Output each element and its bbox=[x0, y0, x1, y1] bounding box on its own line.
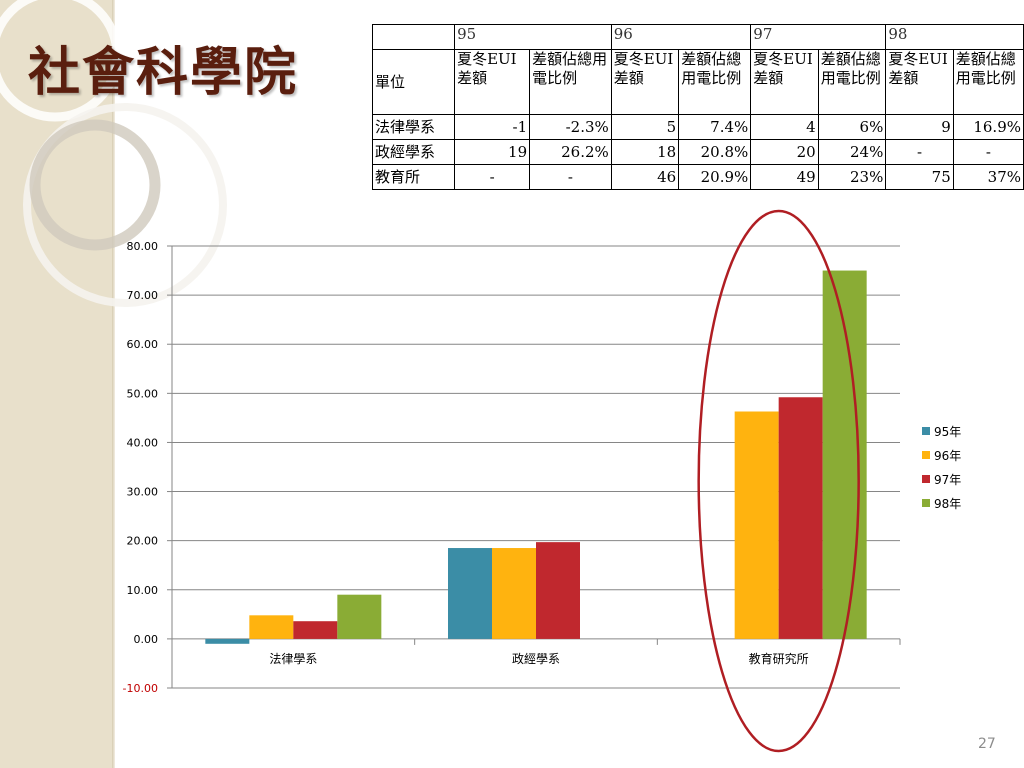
left-decor-edge bbox=[112, 0, 115, 768]
table-value-cell: 46 bbox=[610, 164, 680, 190]
table-unit-cell: 法律學系 bbox=[371, 114, 456, 140]
legend-swatch bbox=[922, 451, 930, 459]
table-subheader: 夏冬EUI差額 bbox=[610, 49, 680, 115]
table-unit-header: 單位 bbox=[371, 49, 456, 115]
table-value-cell: 20 bbox=[750, 139, 819, 165]
table-value-cell: 18 bbox=[610, 139, 680, 165]
table-subheader: 夏冬EUI差額 bbox=[454, 49, 531, 115]
legend-label: 95年 bbox=[934, 425, 961, 439]
table-year-header: 96 bbox=[610, 24, 752, 50]
table-subheader: 夏冬EUI差額 bbox=[750, 49, 819, 115]
bar bbox=[448, 548, 492, 639]
decor-ring-inner bbox=[29, 119, 161, 251]
y-tick-label: 40.00 bbox=[127, 436, 159, 449]
y-tick-label: 60.00 bbox=[127, 338, 159, 351]
legend-label: 96年 bbox=[934, 449, 961, 463]
table-subheader: 差額佔總用電比例 bbox=[529, 49, 612, 115]
x-category-label: 教育研究所 bbox=[749, 651, 809, 666]
y-tick-label: 70.00 bbox=[127, 289, 159, 302]
table-row: 教育所 - -46 20.9% 49 23% 75 37% bbox=[371, 164, 1024, 190]
table-value-cell: 75 bbox=[885, 164, 954, 190]
legend-swatch bbox=[922, 499, 930, 507]
decor-ring-top bbox=[0, 0, 122, 122]
eui-data-table: 95 96 97 98 單位 夏冬EUI差額 差額佔總用電比例 夏冬EUI差額 差額佔總用電比例… bbox=[371, 24, 1024, 190]
table-row: 政經學系 19 26.2% 18 20.8% 20 24% - - bbox=[371, 139, 1024, 165]
table-year-header: 97 bbox=[750, 24, 887, 50]
table-year-header: 98 bbox=[885, 24, 1024, 50]
table-subheader: 差額佔總用電比例 bbox=[817, 49, 887, 115]
table-value-cell: 5 bbox=[610, 114, 680, 140]
table-value-cell: 49 bbox=[750, 164, 819, 190]
x-category-label: 政經學系 bbox=[512, 652, 560, 666]
y-tick-label: -10.00 bbox=[123, 682, 158, 695]
bar bbox=[205, 638, 250, 644]
table-subheader: 差額佔總用電比例 bbox=[678, 49, 752, 115]
highlight-ellipse bbox=[697, 209, 860, 753]
bar bbox=[778, 397, 823, 639]
table-year-header: 95 bbox=[454, 24, 612, 50]
legend-swatch bbox=[922, 475, 930, 483]
table-value-cell: - bbox=[885, 139, 954, 165]
bar bbox=[734, 411, 779, 639]
y-tick-label: 50.00 bbox=[127, 387, 159, 400]
table-value-cell: 23% bbox=[817, 164, 887, 190]
table-value-cell: - bbox=[529, 164, 612, 190]
table-unit-cell: 教育所 bbox=[371, 164, 456, 190]
bar bbox=[536, 542, 580, 639]
decorative-rings bbox=[0, 0, 227, 307]
table-subheader: 差額佔總用電比例 bbox=[952, 49, 1024, 115]
bar bbox=[293, 621, 338, 639]
decor-ring-middle bbox=[23, 103, 227, 307]
table-value-cell: 37% bbox=[952, 164, 1024, 190]
slide-title: 社會科學院 bbox=[28, 43, 299, 103]
y-tick-label: 30.00 bbox=[127, 486, 159, 499]
page-number: 27 bbox=[978, 736, 996, 752]
table-subheader-row: 單位 夏冬EUI差額 差額佔總用電比例 夏冬EUI差額 差額佔總用電比例 夏冬EUI差額差… bbox=[371, 49, 1024, 115]
table-value-cell: 20.9% bbox=[678, 164, 752, 190]
y-tick-label: 10.00 bbox=[127, 584, 159, 597]
y-tick-label: 80.00 bbox=[127, 240, 159, 253]
legend-label: 97年 bbox=[934, 473, 961, 487]
legend-swatch bbox=[922, 427, 930, 435]
bar bbox=[337, 594, 382, 639]
table-unit-cell: 政經學系 bbox=[371, 139, 456, 165]
table-subheader: 夏冬EUI差額 bbox=[885, 49, 954, 115]
table-body: 95 96 97 98 單位 夏冬EUI差額 差額佔總用電比例 夏冬EUI差額 差額佔總用電比例… bbox=[371, 24, 1024, 190]
bar bbox=[249, 615, 294, 639]
y-tick-label: 20.00 bbox=[127, 535, 159, 548]
bar bbox=[492, 548, 536, 639]
legend-label: 98年 bbox=[934, 497, 961, 511]
x-category-label: 法律學系 bbox=[269, 652, 317, 666]
table-value-cell: - bbox=[454, 164, 531, 190]
y-tick-label: 0.00 bbox=[134, 633, 159, 646]
